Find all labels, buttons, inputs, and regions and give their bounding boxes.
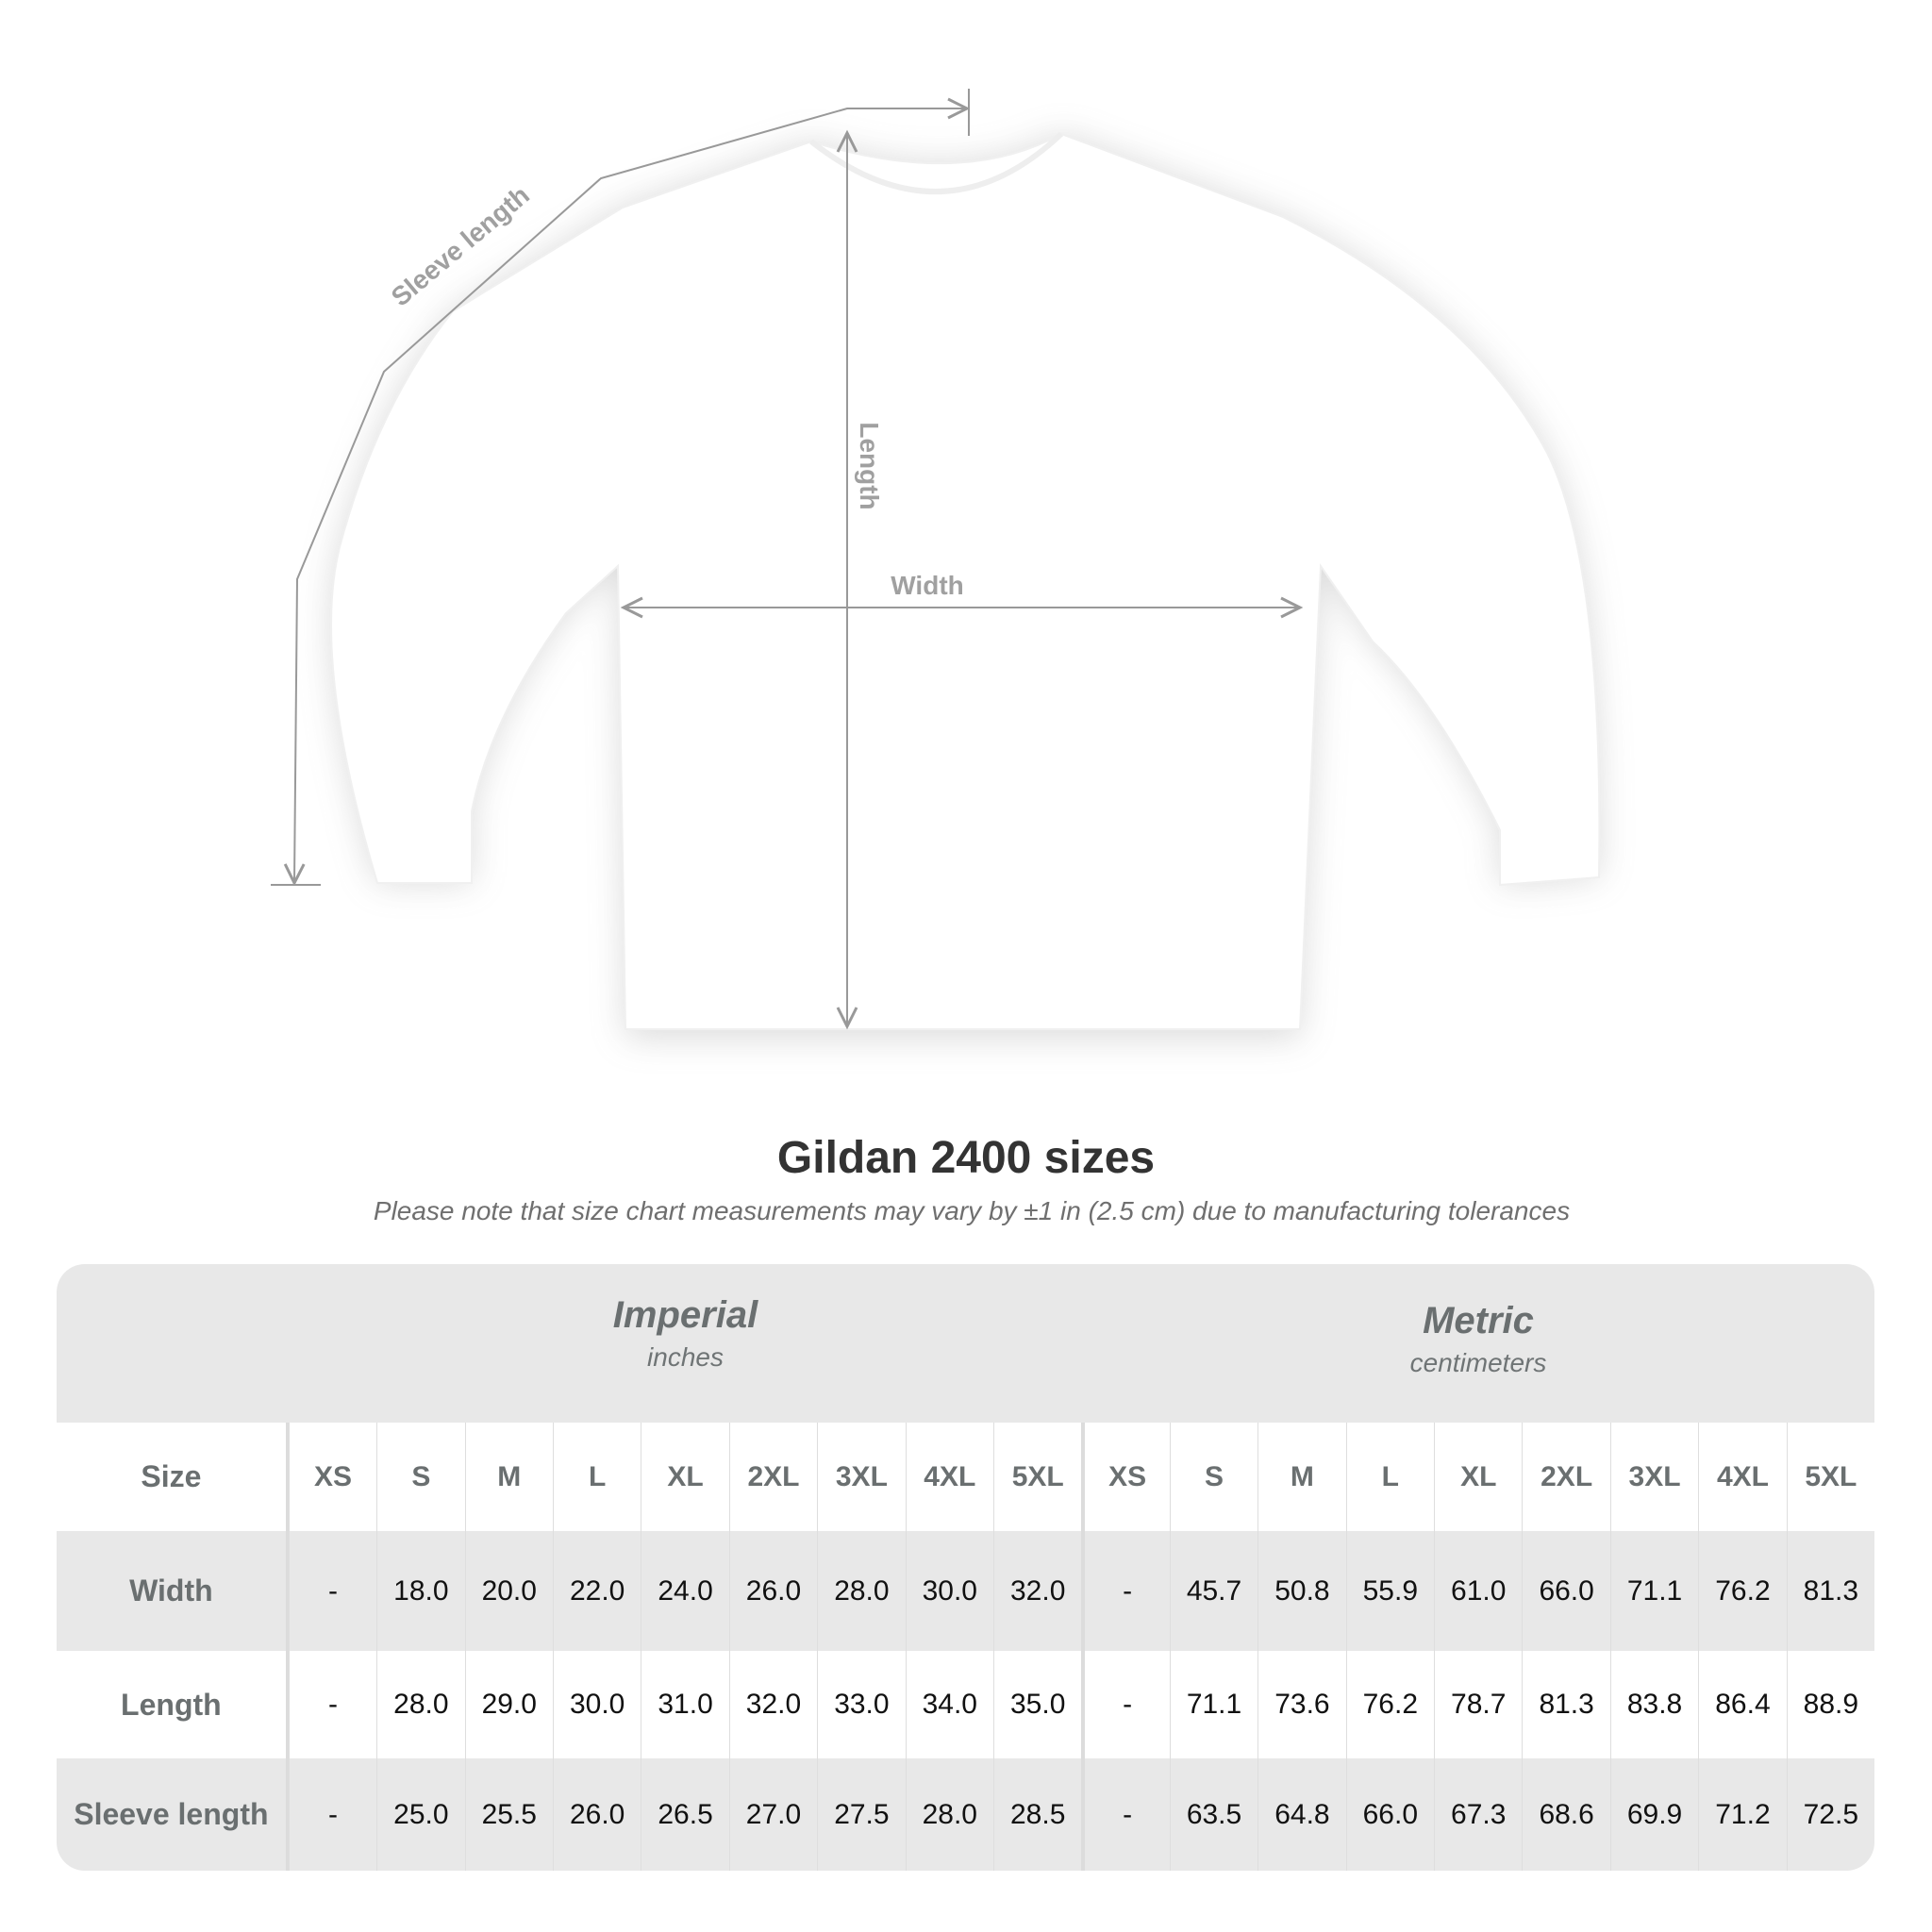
- imperial-value-cell: -: [288, 1651, 376, 1758]
- metric-title: Metric: [1423, 1300, 1534, 1341]
- imperial-value-cell: 26.0: [552, 1758, 641, 1871]
- metric-size-header: 3XL: [1609, 1423, 1698, 1531]
- metric-value-cell: 66.0: [1522, 1531, 1609, 1651]
- metric-size-header: XL: [1434, 1423, 1522, 1531]
- metric-value-cell: 69.9: [1609, 1758, 1698, 1871]
- imperial-size-header: M: [464, 1423, 553, 1531]
- metric-value-cell: 61.0: [1434, 1531, 1522, 1651]
- metric-value-cell: 78.7: [1434, 1651, 1522, 1758]
- metric-header: Metric centimeters: [1082, 1300, 1874, 1458]
- metric-size-header: L: [1345, 1423, 1434, 1531]
- metric-value-cell: 73.6: [1257, 1651, 1345, 1758]
- imperial-size-header: XL: [641, 1423, 728, 1531]
- metric-value-cell: 76.2: [1345, 1651, 1434, 1758]
- metric-value-cell: 67.3: [1434, 1758, 1522, 1871]
- metric-value-cell: 71.1: [1609, 1531, 1698, 1651]
- metric-value-cell: 55.9: [1345, 1531, 1434, 1651]
- metric-size-header: XS: [1081, 1423, 1169, 1531]
- imperial-value-cell: 20.0: [464, 1531, 553, 1651]
- imperial-value-cell: 30.0: [552, 1651, 641, 1758]
- imperial-value-cell: 33.0: [817, 1651, 905, 1758]
- metric-size-header: 2XL: [1522, 1423, 1609, 1531]
- metric-size-header: S: [1169, 1423, 1257, 1531]
- table-row: Length -28.0 29.0 30.0 31.0 32.0 33.0 34.0 35.0-…: [57, 1651, 1874, 1758]
- tolerance-note: Please note that size chart measurements…: [373, 1196, 1571, 1225]
- row-label: Sleeve length: [57, 1758, 289, 1871]
- metric-value-cell: 76.2: [1698, 1531, 1786, 1651]
- imperial-value-cell: 34.0: [905, 1651, 993, 1758]
- imperial-value-cell: -: [288, 1758, 376, 1871]
- metric-value-cell: 83.8: [1609, 1651, 1698, 1758]
- imperial-value-cell: 26.5: [641, 1758, 728, 1871]
- imperial-size-header: XS: [288, 1423, 376, 1531]
- metric-size-header: M: [1257, 1423, 1345, 1531]
- imperial-size-header: 2XL: [728, 1423, 817, 1531]
- imperial-header: Imperial inches: [289, 1294, 1082, 1453]
- imperial-value-cell: -: [288, 1531, 376, 1651]
- imperial-value-cell: 25.0: [376, 1758, 464, 1871]
- measure-lines: [271, 89, 1304, 1030]
- imperial-value-cell: 26.0: [728, 1531, 817, 1651]
- metric-value-cell: 45.7: [1169, 1531, 1257, 1651]
- imperial-value-cell: 27.0: [728, 1758, 817, 1871]
- imperial-value-cell: 27.5: [817, 1758, 905, 1871]
- row-label: Length: [57, 1651, 289, 1758]
- imperial-value-cell: 28.0: [376, 1651, 464, 1758]
- metric-value-cell: -: [1081, 1758, 1169, 1871]
- imperial-value-cell: 32.0: [993, 1531, 1081, 1651]
- metric-size-header: 5XL: [1786, 1423, 1874, 1531]
- imperial-value-cell: 28.0: [817, 1531, 905, 1651]
- imperial-value-cell: 25.5: [464, 1758, 553, 1871]
- imperial-value-cell: 28.0: [905, 1758, 993, 1871]
- imperial-unit: inches: [647, 1342, 724, 1372]
- imperial-value-cell: 22.0: [552, 1531, 641, 1651]
- imperial-size-header: 4XL: [905, 1423, 993, 1531]
- metric-value-cell: 64.8: [1257, 1758, 1345, 1871]
- width-label: Width: [891, 571, 964, 600]
- imperial-size-header: L: [552, 1423, 641, 1531]
- length-label: Length: [855, 422, 884, 509]
- metric-size-header: 4XL: [1698, 1423, 1786, 1531]
- imperial-value-cell: 29.0: [464, 1651, 553, 1758]
- imperial-title: Imperial: [612, 1294, 758, 1336]
- metric-value-cell: 88.9: [1786, 1651, 1874, 1758]
- metric-value-cell: 86.4: [1698, 1651, 1786, 1758]
- imperial-value-cell: 18.0: [376, 1531, 464, 1651]
- imperial-value-cell: 24.0: [641, 1531, 728, 1651]
- page-title: Gildan 2400 sizes: [776, 1133, 1156, 1183]
- imperial-value-cell: 32.0: [728, 1651, 817, 1758]
- metric-value-cell: -: [1081, 1651, 1169, 1758]
- metric-value-cell: 50.8: [1257, 1531, 1345, 1651]
- metric-value-cell: 72.5: [1786, 1758, 1874, 1871]
- imperial-value-cell: 35.0: [993, 1651, 1081, 1758]
- table-row: Sleeve length -25.0 25.5 26.0 26.5 27.0 27.5 28…: [57, 1758, 1874, 1871]
- metric-value-cell: 81.3: [1522, 1651, 1609, 1758]
- imperial-size-header: 3XL: [817, 1423, 905, 1531]
- size-table: Imperial inches Metric centimeters Size …: [57, 1264, 1874, 1871]
- shirt-body: [330, 132, 1601, 1030]
- imperial-value-cell: 31.0: [641, 1651, 728, 1758]
- metric-value-cell: 71.1: [1169, 1651, 1257, 1758]
- table-row: Width -18.0 20.0 22.0 24.0 26.0 28.0 30.0 32.0-4…: [57, 1531, 1874, 1651]
- imperial-value-cell: 30.0: [905, 1531, 993, 1651]
- row-label: Width: [57, 1531, 289, 1651]
- imperial-value-cell: 28.5: [993, 1758, 1081, 1871]
- metric-value-cell: 66.0: [1345, 1758, 1434, 1871]
- imperial-size-header: S: [376, 1423, 464, 1531]
- metric-unit: centimeters: [1409, 1348, 1547, 1377]
- metric-value-cell: 71.2: [1698, 1758, 1786, 1871]
- imperial-size-header: 5XL: [993, 1423, 1081, 1531]
- size-header-row: Size XS S M L XL 2XL 3XL 4XL 5XL XS S M L XL 2XL 3XL 4XL…: [57, 1423, 1874, 1531]
- size-label: Size: [57, 1423, 289, 1531]
- metric-value-cell: 81.3: [1786, 1531, 1874, 1651]
- metric-value-cell: 68.6: [1522, 1758, 1609, 1871]
- metric-value-cell: -: [1081, 1531, 1169, 1651]
- shirt-diagram: Sleeve length Length Width: [271, 89, 1601, 1038]
- metric-value-cell: 63.5: [1169, 1758, 1257, 1871]
